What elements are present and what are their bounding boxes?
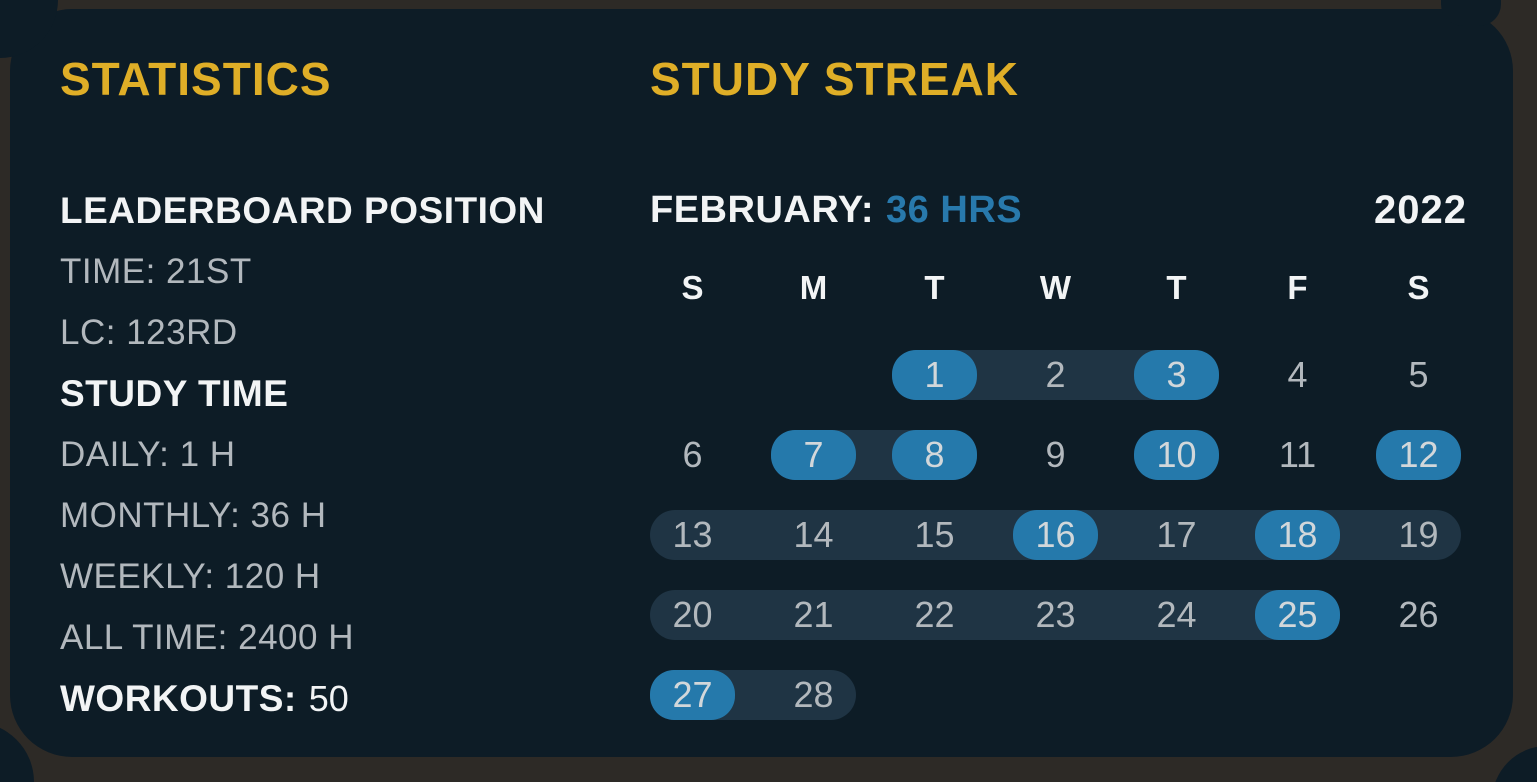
calendar-day-studied: 3 (1134, 350, 1219, 400)
calendar-day-cell: 6 (632, 430, 753, 480)
week-row: 20 21 22 23 24 25 26 (632, 590, 1479, 640)
calendar-day-studied: 8 (892, 430, 977, 480)
week-row: 6 7 8 9 10 11 12 (632, 430, 1479, 480)
calendar-day-cell: 9 (995, 430, 1116, 480)
stat-item: LC: 123RD (60, 312, 238, 352)
calendar-day: 26 (1398, 594, 1439, 635)
calendar-day-cell: 21 (753, 590, 874, 640)
calendar-day-cell: 5 (1358, 350, 1479, 400)
calendar-day-cell: 22 (874, 590, 995, 640)
stat-item: MONTHLY: 36 H (60, 495, 327, 535)
weekday-header: W (1039, 269, 1072, 306)
calendar-day-cell: 3 (1116, 350, 1237, 400)
calendar-day: 20 (672, 594, 713, 635)
weekday-header: S (1407, 269, 1430, 306)
calendar-day-cell: 26 (1358, 590, 1479, 640)
calendar-day-cell: 4 (1237, 350, 1358, 400)
calendar-day-studied: 1 (892, 350, 977, 400)
neighbor-card-fragment-bottom-right (1492, 746, 1537, 782)
calendar-day: 19 (1398, 514, 1439, 555)
calendar-day-cell: 27 (632, 670, 753, 720)
week-row: 1 2 3 4 5 (632, 350, 1479, 400)
calendar-day: 21 (793, 594, 834, 635)
month-row: FEBRUARY: 36 HRS (650, 180, 1022, 241)
weekday-header: T (1166, 269, 1187, 306)
weekday-header: T (924, 269, 945, 306)
calendar-day: 13 (672, 514, 713, 555)
calendar-day: 24 (1156, 594, 1197, 635)
calendar-day-studied: 10 (1134, 430, 1219, 480)
calendar-day: 9 (1045, 434, 1066, 475)
calendar-day: 17 (1156, 514, 1197, 555)
stat-item: DAILY: 1 H (60, 434, 236, 474)
calendar-day: 11 (1278, 434, 1317, 475)
calendar-day-cell: 1 (874, 350, 995, 400)
calendar-day-cell: 10 (1116, 430, 1237, 480)
stat-section-header: STUDY TIME (60, 372, 289, 414)
weekday-header: M (799, 269, 828, 306)
calendar-day: 4 (1287, 354, 1308, 395)
statistics-list: LEADERBOARD POSITION TIME: 21ST LC: 123RD S… (60, 180, 620, 668)
calendar-day-cell: 20 (632, 590, 753, 640)
week-row: 27 28 (632, 670, 1479, 720)
calendar-day-studied: 16 (1013, 510, 1098, 560)
calendar-day: 22 (914, 594, 955, 635)
calendar-day-studied: 27 (650, 670, 735, 720)
workouts-line: WORKOUTS: 50 (60, 668, 349, 729)
weekday-header: F (1287, 269, 1308, 306)
calendar-day-cell: 11 (1237, 430, 1358, 480)
calendar-day-cell: 17 (1116, 510, 1237, 560)
calendar-day-cell: 25 (1237, 590, 1358, 640)
calendar-day: 23 (1035, 594, 1076, 635)
stat-item: ALL TIME: 2400 H (60, 617, 354, 657)
statistics-title: STATISTICS (60, 53, 332, 105)
calendar-day-cell: 23 (995, 590, 1116, 640)
calendar-day-studied: 25 (1255, 590, 1340, 640)
calendar-day: 28 (793, 674, 834, 715)
calendar-day: 5 (1408, 354, 1429, 395)
calendar-day: 15 (914, 514, 955, 555)
weekday-header: S (681, 269, 704, 306)
stat-item: TIME: 21ST (60, 251, 252, 291)
calendar-day-cell: 19 (1358, 510, 1479, 560)
calendar-day-cell: 2 (995, 350, 1116, 400)
study-streak-title: STUDY STREAK (650, 53, 1019, 105)
neighbor-card-fragment-top (1441, 0, 1501, 26)
calendar-day-studied: 18 (1255, 510, 1340, 560)
year-label: 2022 (1374, 188, 1467, 232)
week-row: 13 14 15 16 17 18 19 (632, 510, 1479, 560)
calendar-day-cell: 14 (753, 510, 874, 560)
stat-section-header: LEADERBOARD POSITION (60, 189, 545, 231)
month-label: FEBRUARY: (650, 189, 875, 231)
month-total-hours: 36 HRS (886, 189, 1023, 231)
calendar-day-cell: 16 (995, 510, 1116, 560)
calendar-day: 2 (1045, 354, 1066, 395)
calendar-day-cell: 8 (874, 430, 995, 480)
calendar-day-cell: 13 (632, 510, 753, 560)
workouts-label: WORKOUTS: (60, 677, 297, 719)
calendar-day-studied: 12 (1376, 430, 1461, 480)
calendar-day-cell: 24 (1116, 590, 1237, 640)
stat-item: WEEKLY: 120 H (60, 556, 321, 596)
calendar-day-cell: 15 (874, 510, 995, 560)
streak-range-pill (650, 590, 1340, 640)
calendar-day-studied: 7 (771, 430, 856, 480)
calendar-day-cell: 18 (1237, 510, 1358, 560)
calendar-day: 14 (793, 514, 834, 555)
calendar-day-cell: 28 (753, 670, 874, 720)
calendar-day-cell: 7 (753, 430, 874, 480)
calendar-day: 6 (682, 434, 703, 475)
workouts-value: 50 (308, 677, 349, 719)
calendar-day-cell: 12 (1358, 430, 1479, 480)
